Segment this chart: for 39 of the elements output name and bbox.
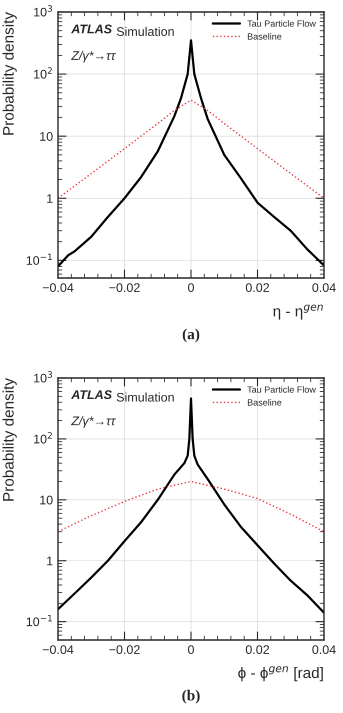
annotation: Z/γ*→ττ: [71, 416, 116, 428]
line-series: [58, 99, 324, 199]
y-tick-label: 1: [47, 194, 53, 203]
y-tick-label: 10$^{2}$: [34, 67, 52, 79]
x-tick-label: 0.02: [246, 283, 270, 292]
y-axis-title: Probability density: [2, 12, 17, 135]
y-tick-label: 10$^{−1}$: [26, 614, 52, 626]
x-tick-label: 0.04: [312, 645, 336, 654]
x-axis-title: η - η$^{gen}$: [273, 304, 323, 320]
y-tick-label: 10$^{3}$: [34, 371, 52, 383]
x-tick-label: −0.02: [109, 645, 140, 654]
x-tick-label: −0.04: [42, 645, 74, 654]
annotation: ATLAS: [71, 390, 112, 400]
y-tick-label: 10$^{3}$: [34, 5, 52, 17]
x-tick-label: 0.02: [246, 645, 270, 654]
annotation: ATLAS: [71, 24, 112, 34]
legend-label: Baseline: [248, 399, 282, 406]
y-tick-label: 10$^{2}$: [34, 432, 52, 444]
y-tick-label: 10$^{−1}$: [26, 254, 52, 265]
x-tick-label: 0.04: [312, 283, 336, 292]
y-tick-label: 1: [47, 556, 53, 566]
legend-label: Tau Particle Flow: [247, 386, 316, 393]
line-series: [58, 480, 324, 532]
line-series: [58, 39, 324, 268]
annotation: Simulation: [116, 392, 174, 402]
annotation: Simulation: [116, 26, 174, 36]
x-axis-title: ϕ - ϕ$^{gen}$ [rad]: [238, 666, 323, 682]
annotation: Z/γ*→ττ: [71, 50, 116, 62]
legend-label: Tau Particle Flow: [247, 20, 316, 27]
x-tick-label: −0.02: [109, 283, 140, 292]
x-tick-label: 0: [188, 645, 194, 654]
text: (a): [182, 328, 200, 342]
y-tick-label: 10: [40, 132, 53, 141]
x-tick-label: −0.04: [42, 283, 74, 292]
y-axis-title: Probability density: [2, 378, 17, 501]
text: (b): [182, 690, 200, 704]
y-tick-label: 10: [40, 496, 53, 504]
legend-label: Baseline: [248, 33, 282, 40]
x-tick-label: 0: [188, 283, 194, 292]
